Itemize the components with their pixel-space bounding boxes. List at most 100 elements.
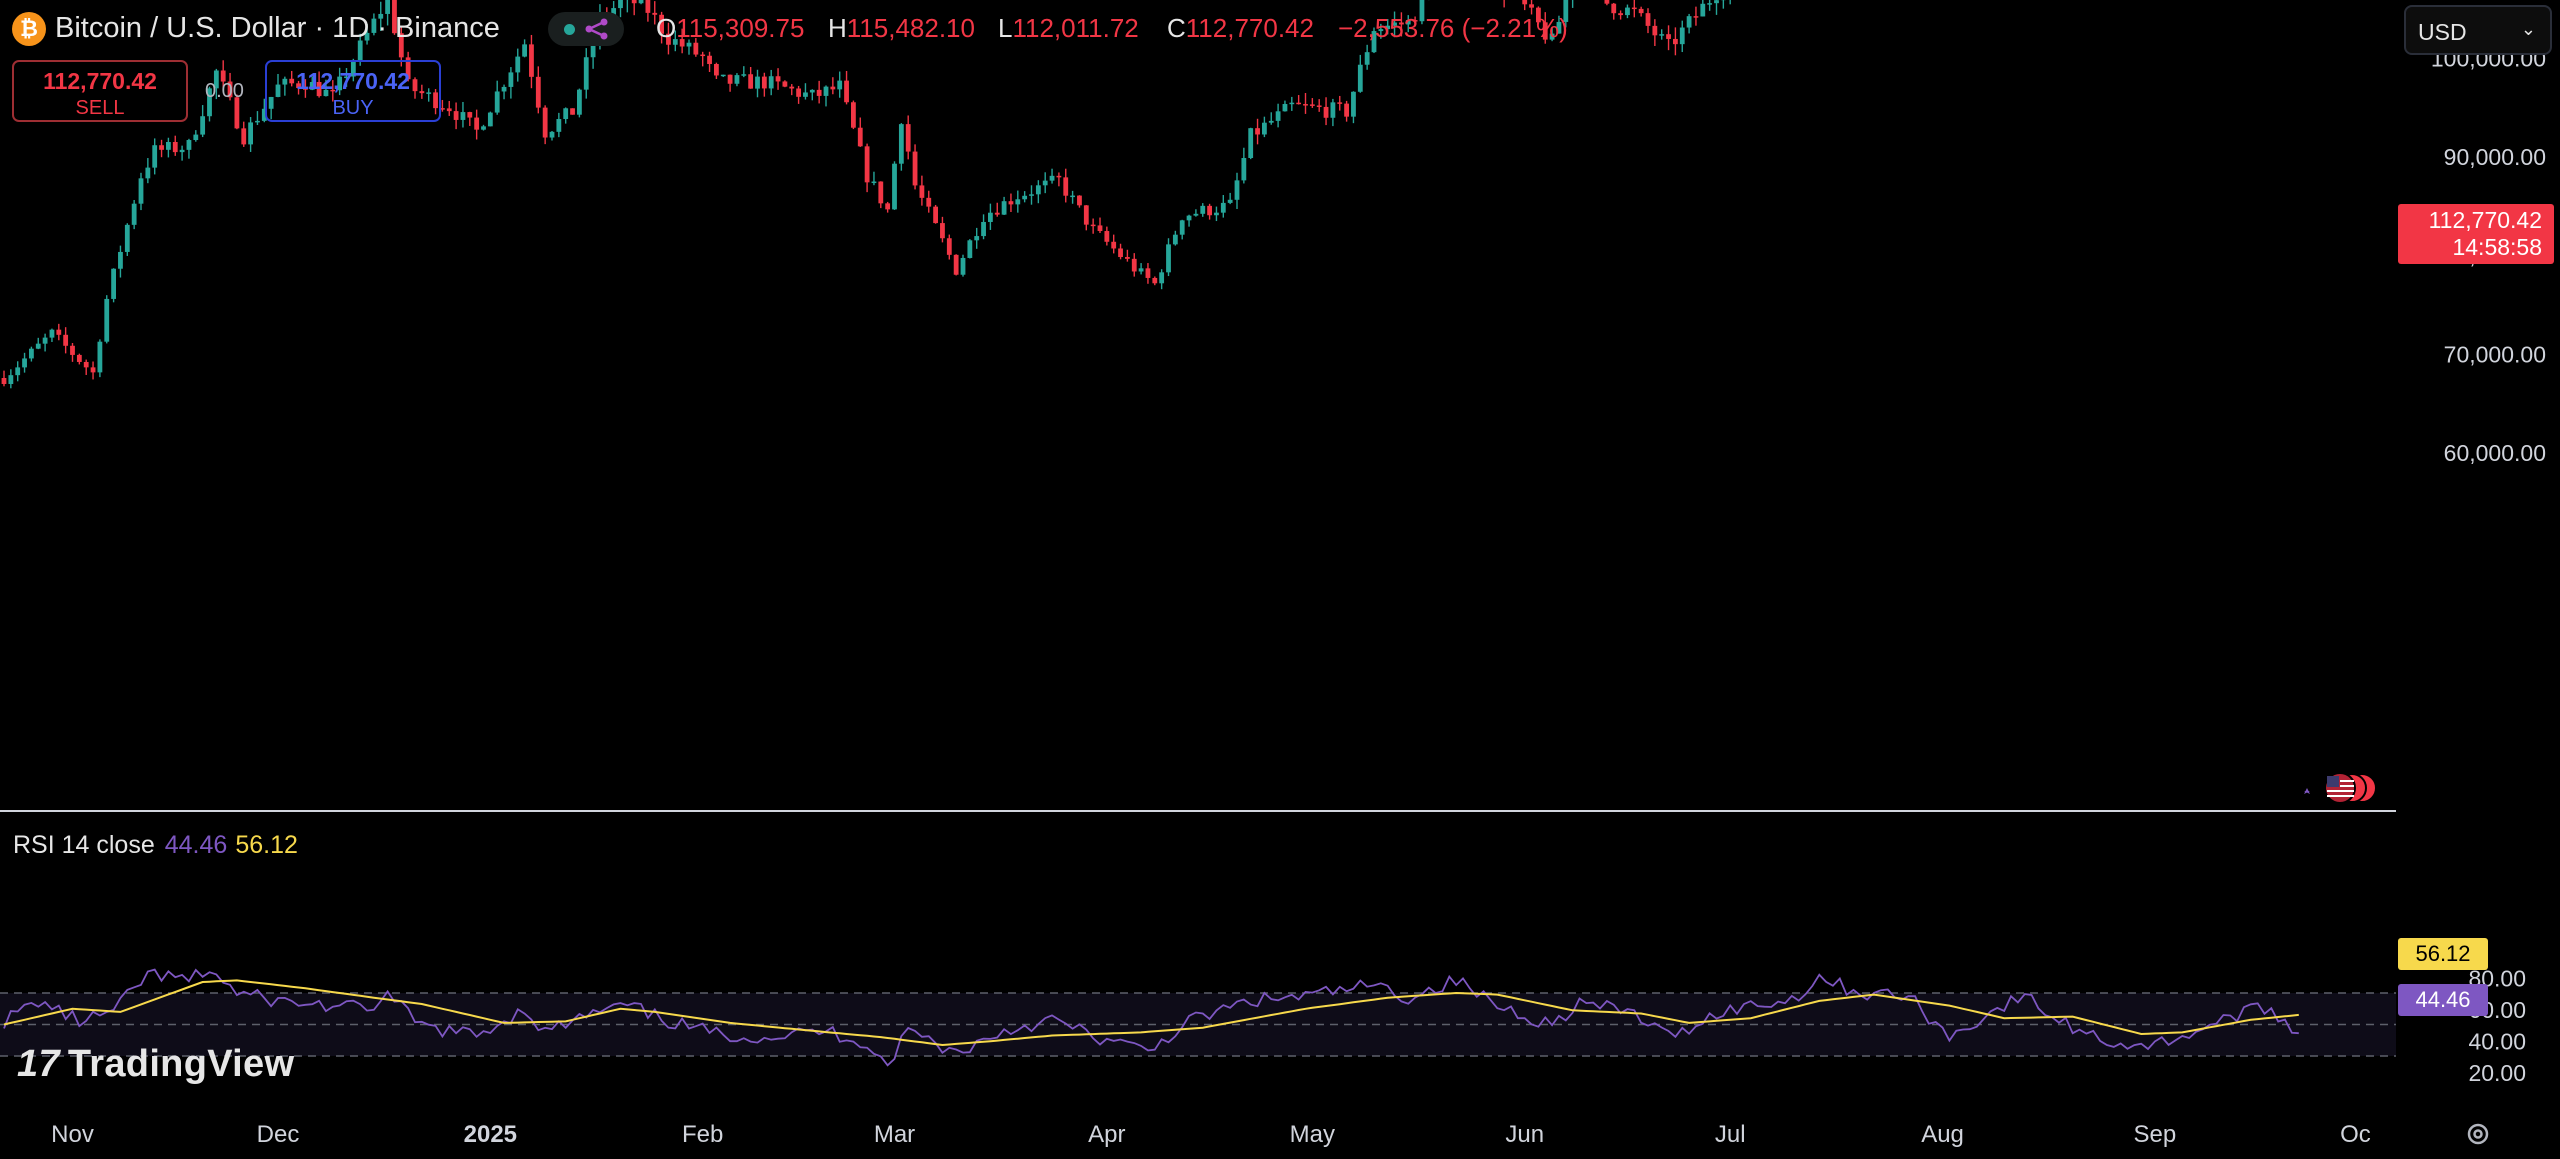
time-axis-label: Jul <box>1715 1121 1746 1148</box>
candle-body <box>1659 34 1665 36</box>
candle-body <box>90 367 96 373</box>
rsi-legend[interactable]: RSI 14 close 44.46 56.12 <box>13 831 298 860</box>
candle-body <box>1330 102 1336 118</box>
candle-body <box>97 341 103 373</box>
candle-body <box>960 257 966 275</box>
candle-body <box>1392 22 1397 26</box>
candle-body <box>638 0 644 4</box>
candle-body <box>22 358 27 368</box>
candle-body <box>556 119 562 132</box>
candle-body <box>241 128 247 145</box>
candle-body <box>344 76 349 79</box>
candle-body <box>967 240 973 258</box>
candle-body <box>1344 103 1349 117</box>
candle-body <box>775 76 781 82</box>
market-status-pill[interactable] <box>548 12 624 46</box>
candle-body <box>741 74 747 76</box>
candle-body <box>515 56 521 73</box>
candle-body <box>1693 16 1699 18</box>
candle-body <box>1666 34 1671 39</box>
candle-body <box>364 32 370 41</box>
currency-select[interactable]: USD ⌄ <box>2404 5 2552 55</box>
candle-body <box>1166 244 1171 273</box>
spread-value: 0.00 <box>205 80 244 102</box>
candle-body <box>111 268 116 299</box>
economic-events-icon[interactable] <box>2300 768 2380 808</box>
candle-body <box>1385 25 1391 30</box>
buy-price: 112,770.42 <box>296 68 410 94</box>
candle-body <box>453 111 459 120</box>
candle-body <box>303 88 308 90</box>
symbol-title[interactable]: Bitcoin / U.S. Dollar · 1D · Binance <box>55 12 500 44</box>
candle-body <box>1227 199 1233 203</box>
candle-body <box>467 112 473 118</box>
candle-body <box>159 145 164 150</box>
candle-body <box>816 89 822 96</box>
time-axis-label: Apr <box>1088 1121 1125 1148</box>
candle-body <box>83 361 89 368</box>
time-axis-label: Sep <box>2134 1121 2177 1148</box>
tradingview-mark-icon: 17 <box>17 1043 60 1085</box>
candle-body <box>1042 180 1048 186</box>
ohlc-close: C112,770.42 <box>1167 13 1314 43</box>
candle-body <box>1351 91 1356 117</box>
candle-body <box>152 145 158 168</box>
candle-body <box>768 76 774 89</box>
candle-body <box>1118 248 1123 258</box>
candle-body <box>501 86 507 92</box>
candle-body <box>542 107 548 138</box>
candle-body <box>1172 234 1178 245</box>
candle-body <box>823 86 829 96</box>
candle-body <box>1275 111 1281 121</box>
candle-body <box>1056 175 1062 178</box>
candle-body <box>1303 104 1308 106</box>
candle-body <box>481 126 486 130</box>
sell-button[interactable]: 112,770.42 SELL <box>12 60 188 122</box>
candle-body <box>35 343 41 349</box>
candle-body <box>981 221 986 237</box>
price-axis-label: 90,000.00 <box>2444 144 2546 170</box>
candle-body <box>631 0 637 4</box>
candle-body <box>577 89 582 115</box>
buy-button[interactable]: 112,770.42 BUY <box>265 60 441 122</box>
candle-body <box>1371 31 1377 53</box>
candle-body <box>549 131 555 138</box>
candle-body <box>1323 106 1329 118</box>
candle-body <box>1556 21 1562 34</box>
candle-body <box>296 83 301 89</box>
candle-body <box>433 92 438 109</box>
candle-body <box>1316 105 1322 107</box>
candle-body <box>131 203 137 225</box>
candle-body <box>707 55 712 65</box>
candle-body <box>1193 213 1199 216</box>
gear-icon[interactable] <box>2464 1120 2492 1148</box>
candle-body <box>49 329 55 338</box>
candle-body <box>1090 224 1096 227</box>
candle-body <box>193 134 199 141</box>
candle-body <box>1309 104 1315 106</box>
tradingview-logo[interactable]: 17 TradingView <box>17 1043 294 1086</box>
candle-body <box>755 76 760 89</box>
candle-body <box>672 39 678 45</box>
candle-body <box>679 39 685 47</box>
candle-body <box>405 57 411 80</box>
candle-body <box>1097 225 1103 232</box>
candle-body <box>1104 231 1110 242</box>
candle-body <box>1549 33 1555 40</box>
currency-value: USD <box>2418 19 2467 45</box>
candle-body <box>940 223 945 239</box>
candle-body <box>666 33 671 45</box>
candle-body <box>29 348 34 359</box>
candle-body <box>357 40 363 62</box>
rsi-line <box>3 968 2299 1067</box>
candle-body <box>686 42 692 47</box>
candle-body <box>1 377 7 384</box>
last-price-tag: 112,770.42 14:58:58 <box>2398 204 2554 264</box>
rsi-name: RSI 14 close <box>13 831 155 859</box>
candle-body <box>1029 194 1034 196</box>
candle-body <box>857 127 863 147</box>
candle-body <box>748 74 754 89</box>
candle-body <box>878 181 884 204</box>
candle-body <box>830 86 836 90</box>
